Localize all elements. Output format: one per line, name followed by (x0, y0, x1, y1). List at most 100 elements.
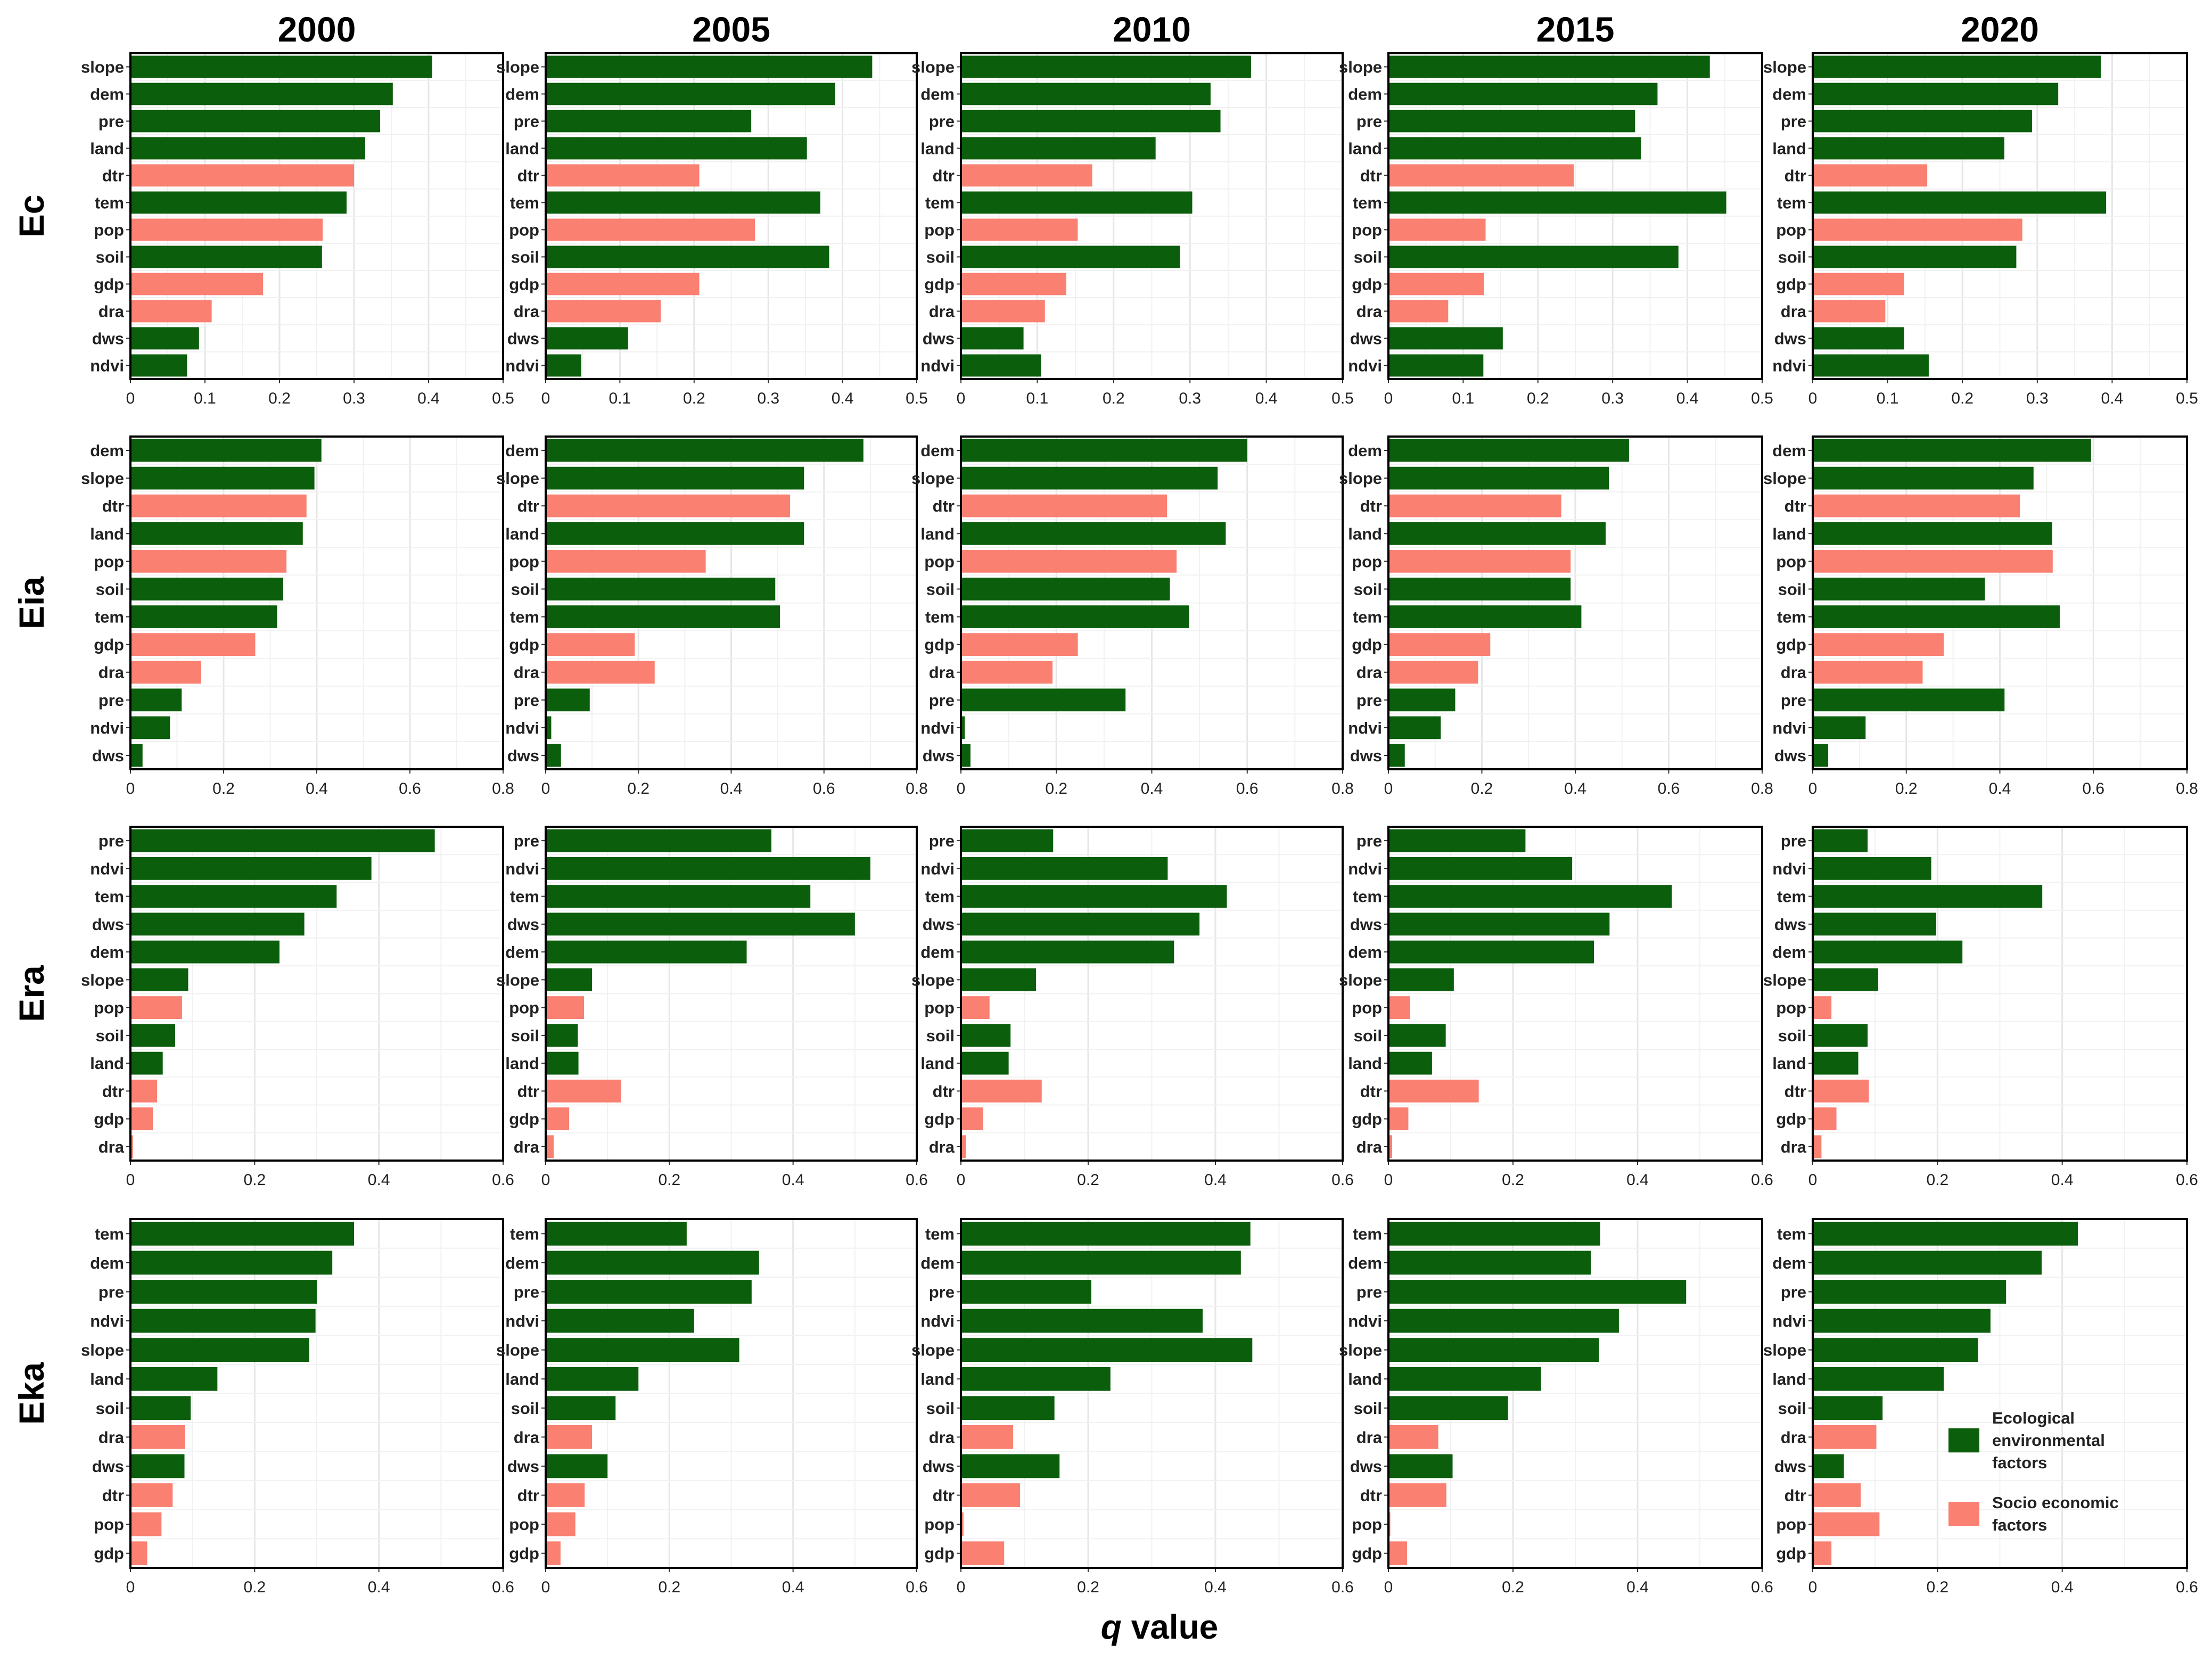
x-tick-label: 0.2 (243, 1578, 266, 1596)
x-tick-label: 0 (1808, 780, 1818, 797)
panel-Eka-2010: tem dem pre ndvi slope land soil dra dws dtr pop gd… (911, 1218, 1354, 1596)
panel-Eka-2015: tem dem pre ndvi slope land soil dra dws dtr pop gd… (1339, 1218, 1773, 1596)
bar-Ec-2015-dws (1388, 327, 1503, 350)
bar-Eia-2020-dtr (1813, 494, 2020, 517)
x-tick-label: 0 (126, 1578, 135, 1596)
category-label: pre (514, 832, 539, 850)
bar-Eka-2015-land (1388, 1367, 1541, 1391)
legend-label-line: Ecological (1992, 1409, 2075, 1427)
bar-Eia-2005-land (546, 522, 804, 545)
category-label: slope (496, 1341, 539, 1360)
bar-Era-2000-dem (130, 940, 279, 964)
x-tick-label: 0.2 (1103, 390, 1125, 407)
bar-Eia-2005-ndvi (546, 716, 552, 739)
category-label: dtr (102, 1486, 124, 1505)
category-label: ndvi (90, 1312, 124, 1330)
bar-Era-2000-dws (130, 912, 305, 936)
bar-Eka-2010-pre (961, 1280, 1091, 1304)
bar-Ec-2005-land (546, 137, 807, 160)
bar-Eia-2000-dra (130, 661, 201, 684)
bar-Ec-2000-dws (130, 327, 199, 350)
bar-Eka-2005-dra (546, 1425, 593, 1449)
bar-Eka-2000-tem (130, 1221, 354, 1246)
bar-Ec-2015-ndvi (1388, 354, 1484, 377)
bar-Eia-2005-pre (546, 688, 590, 712)
bar-Era-2010-ndvi (961, 857, 1168, 880)
bar-Ec-2000-pre (130, 110, 380, 133)
panel-frame (1387, 435, 1763, 770)
bar-Era-2010-dra (961, 1135, 966, 1158)
bar-Ec-2005-dem (546, 83, 835, 105)
bar-Era-2020-dws (1813, 912, 1936, 936)
bar-Eia-2015-dra (1388, 661, 1478, 684)
category-label: ndvi (505, 719, 539, 737)
category-label: dra (1781, 1428, 1807, 1446)
category-label: gdp (509, 1544, 539, 1563)
bar-Ec-2010-slope (961, 55, 1251, 78)
category-label: dtr (1360, 497, 1382, 515)
panel-Eka-2005: tem dem pre ndvi slope land soil dra dws dtr pop gd… (496, 1218, 928, 1596)
bar-Era-2010-pre (961, 829, 1054, 852)
category-label: gdp (1776, 636, 1806, 654)
category-label: pop (924, 1515, 955, 1534)
panel-Eia-2005: dem slope dtr land pop soil tem gdp dra pre ndvi dw… (496, 435, 928, 797)
x-tick-label: 0 (957, 1171, 966, 1189)
category-label: tem (1777, 887, 1806, 906)
category-label: soil (926, 580, 955, 598)
category-label: ndvi (1772, 1312, 1806, 1330)
row-label-Ec: Ec (12, 195, 51, 238)
bar-Eia-2010-dra (961, 661, 1053, 684)
x-tick-label: 0.1 (1877, 390, 1899, 407)
bar-Eka-2000-land (130, 1367, 218, 1391)
bar-Era-2010-dws (961, 912, 1200, 936)
category-label: ndvi (920, 859, 955, 878)
category-label: tem (925, 887, 955, 906)
bar-Era-2000-soil (130, 1024, 175, 1047)
category-label: gdp (924, 636, 955, 654)
x-tick-label: 0.3 (1601, 390, 1624, 407)
x-tick-label: 0.2 (1077, 1171, 1099, 1189)
category-label: tem (95, 887, 124, 906)
category-label: pop (924, 221, 955, 240)
x-tick-label: 0.6 (2176, 1171, 2198, 1189)
bar-Ec-2015-tem (1388, 191, 1726, 214)
x-tick-label: 0.4 (1204, 1171, 1227, 1189)
bar-Eia-2000-pop (130, 550, 287, 573)
category-label: pre (1781, 112, 1806, 131)
bar-Era-2005-dra (546, 1135, 554, 1158)
bar-Ec-2010-gdp (961, 273, 1066, 295)
x-tick-label: 0 (541, 1578, 550, 1596)
x-tick-label: 0.4 (1141, 780, 1163, 797)
bar-Eka-2000-dra (130, 1425, 185, 1449)
bar-Eka-2020-tem (1813, 1221, 2078, 1246)
category-label: ndvi (920, 1312, 955, 1330)
bar-Eka-2000-gdp (130, 1541, 147, 1566)
category-label: tem (510, 608, 539, 627)
bar-Eia-2000-dtr (130, 494, 307, 517)
bar-Eka-2005-gdp (546, 1541, 561, 1566)
category-label: dra (98, 302, 125, 321)
category-label: slope (496, 971, 539, 989)
category-label: dws (923, 330, 955, 348)
category-label: pop (509, 999, 539, 1017)
bar-Ec-2000-dtr (130, 164, 354, 187)
bar-Era-2020-land (1813, 1051, 1859, 1075)
category-label: pre (929, 112, 955, 131)
panel-frame (960, 52, 1344, 380)
category-label: tem (1353, 887, 1382, 906)
x-tick-label: 0.4 (1204, 1578, 1227, 1596)
bar-Eka-2020-pop (1813, 1512, 1880, 1536)
category-label: gdp (94, 275, 124, 294)
bar-Era-2020-gdp (1813, 1107, 1837, 1131)
bar-Ec-2020-dra (1813, 300, 1886, 323)
bar-Eka-2000-slope (130, 1338, 309, 1362)
bar-Eia-2020-land (1813, 522, 2052, 545)
bar-Era-2005-soil (546, 1024, 578, 1047)
bar-Eia-2015-slope (1388, 466, 1609, 490)
bar-Era-2005-pre (546, 829, 772, 852)
category-label: dws (923, 746, 955, 765)
x-tick-label: 0.2 (627, 780, 649, 797)
category-label: pop (1776, 552, 1806, 571)
bar-Era-2010-dem (961, 940, 1174, 964)
x-tick-label: 0 (957, 390, 966, 407)
